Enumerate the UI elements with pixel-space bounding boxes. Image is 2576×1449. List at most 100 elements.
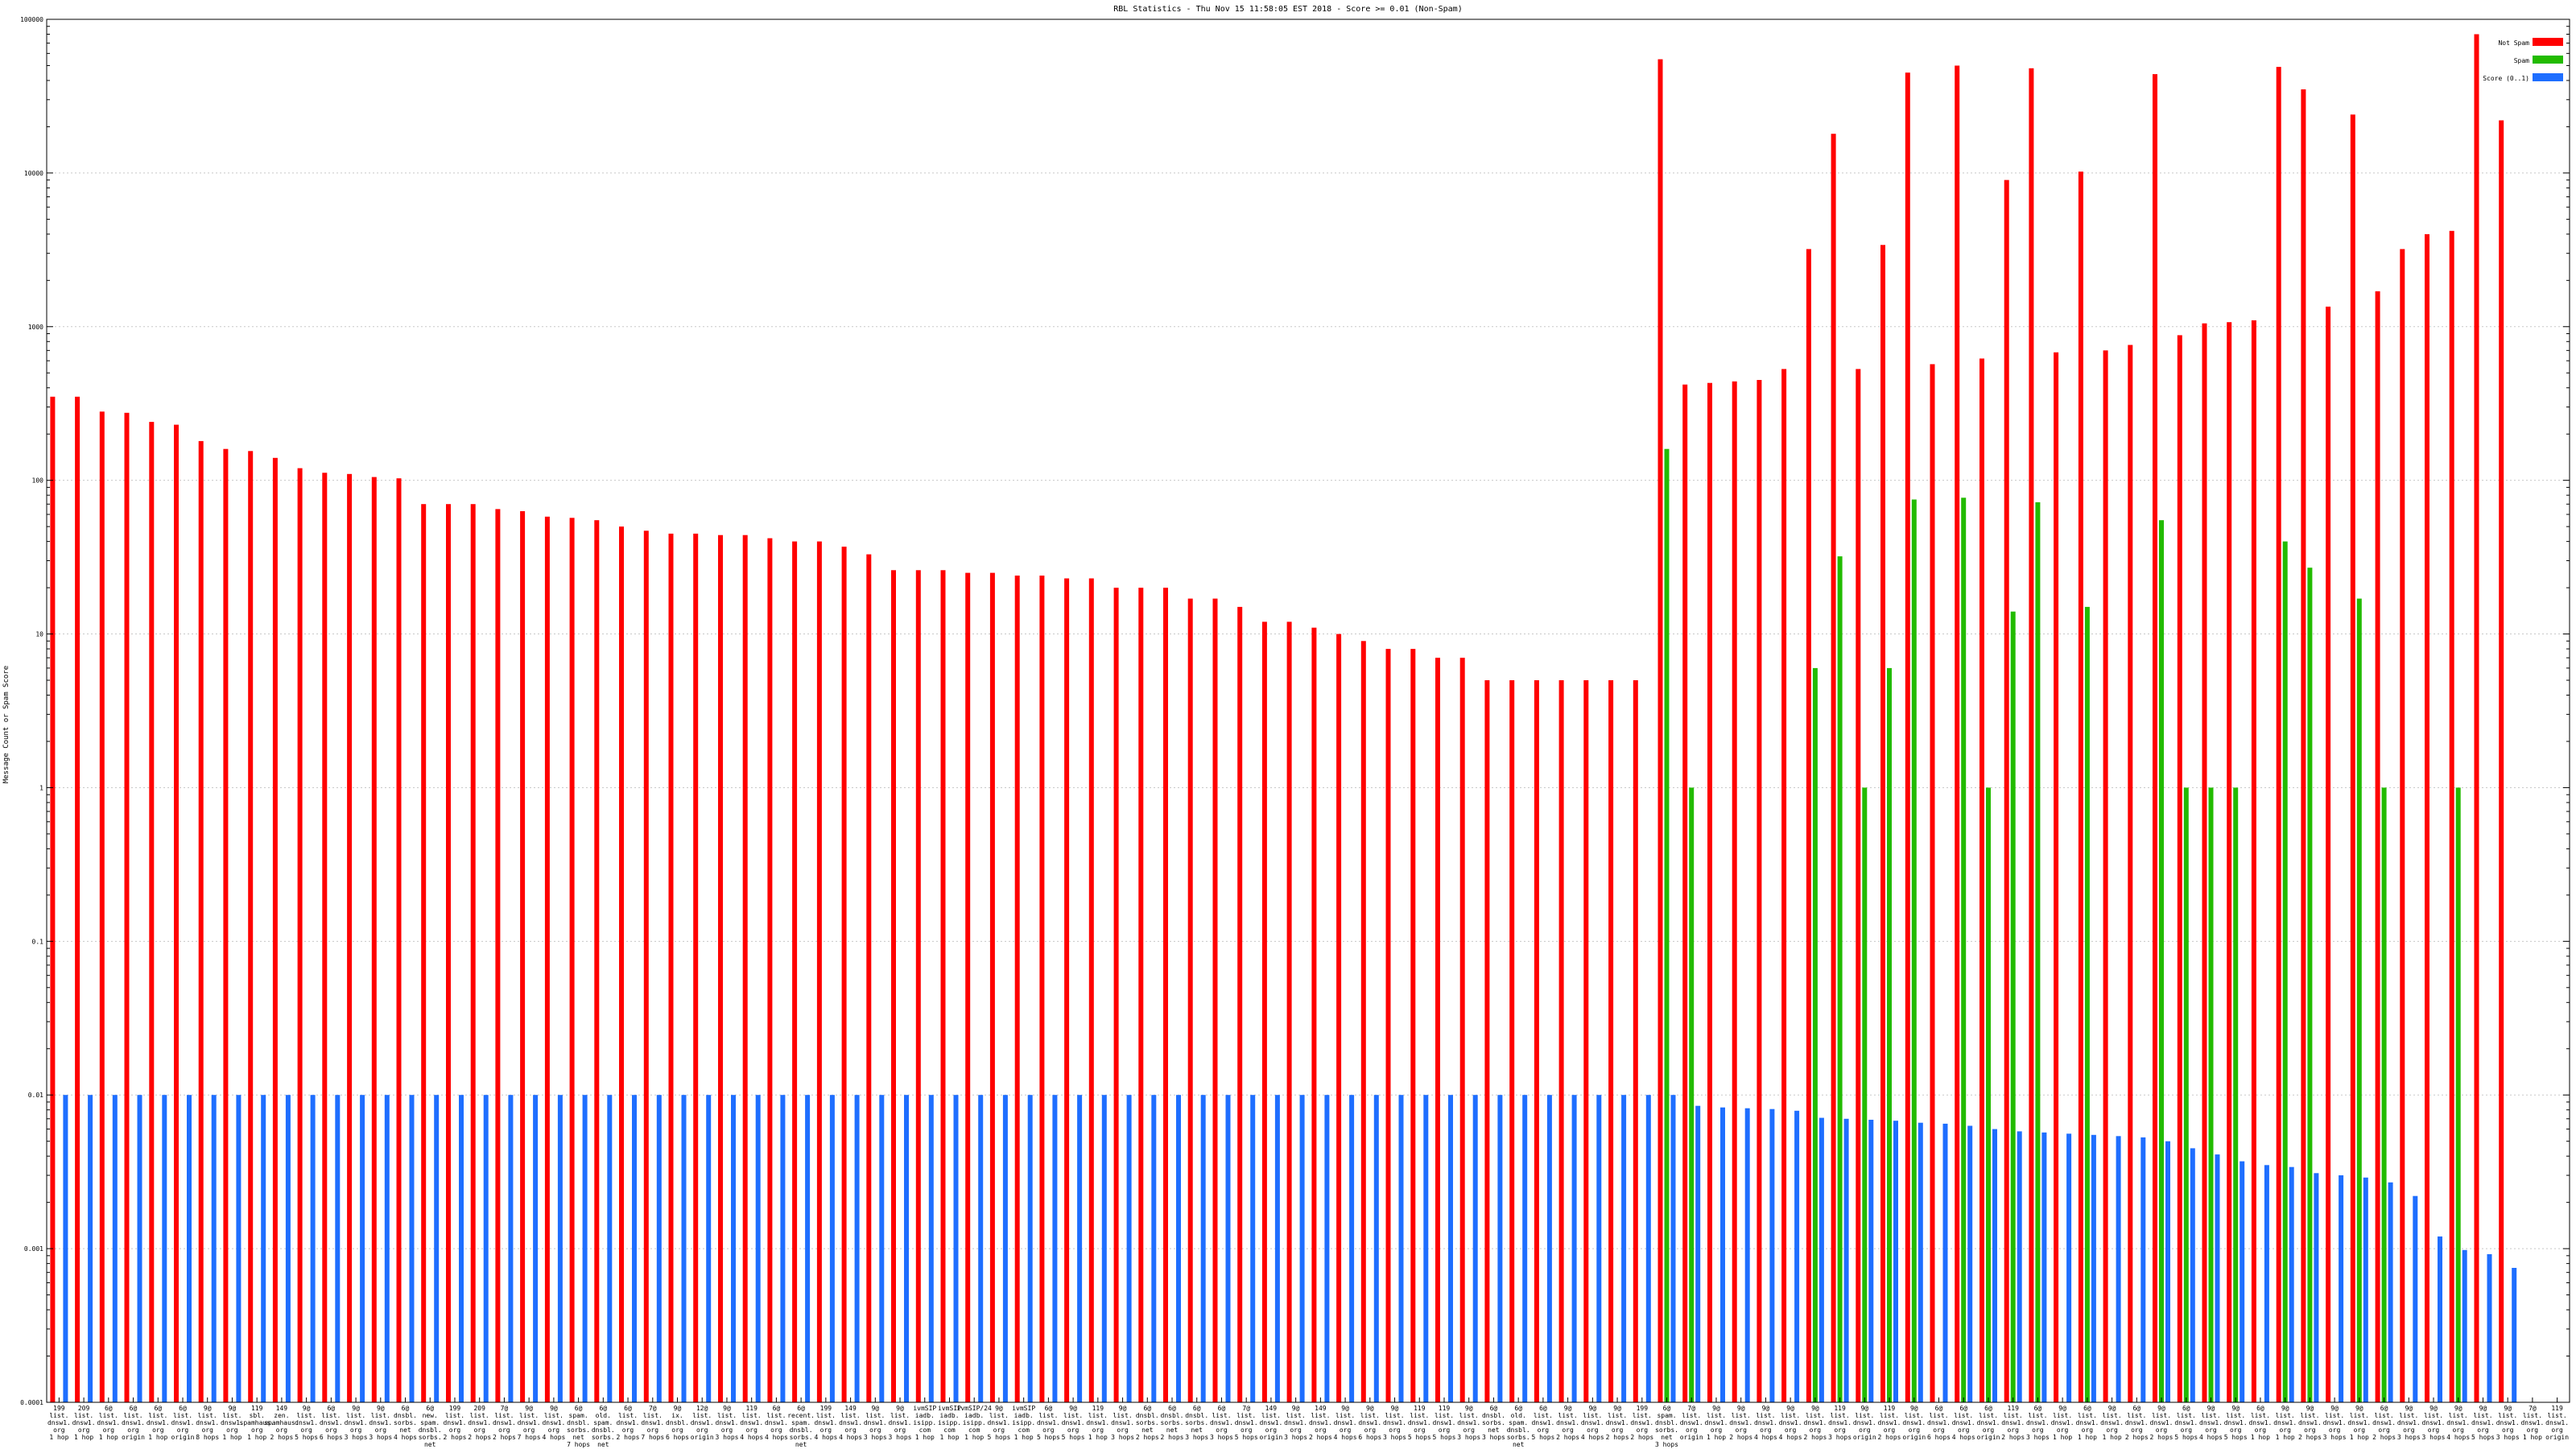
- x-tick-label: 9@ list. dnsw1. org 6 hops: [1358, 1405, 1381, 1441]
- spam-bar: [1689, 787, 1695, 1402]
- score-bar: [187, 1095, 192, 1402]
- x-tick-label: 7@ list. dnsw1. org origin: [1680, 1405, 1703, 1441]
- not-spam-bar: [2400, 249, 2405, 1402]
- score-bar: [88, 1095, 93, 1402]
- x-tick-label: 6@ list. dnsw1. org 4 hops: [1952, 1405, 1975, 1441]
- x-tick-label: 6@ dnsbl. sorbs. net 2 hops: [1136, 1405, 1159, 1441]
- spam-bar: [2208, 787, 2214, 1402]
- score-bar: [2165, 1141, 2170, 1402]
- spam-bar: [1812, 667, 1818, 1402]
- score-bar: [162, 1095, 167, 1402]
- x-tick-label: 9@ list. dnsw1. org 5 hops: [295, 1405, 318, 1441]
- legend-swatch: [2533, 38, 2563, 46]
- not-spam-bar: [1187, 598, 1193, 1402]
- score-bar: [409, 1095, 415, 1402]
- x-tick-label: 9@ list. dnsw1. org 3 hops: [2323, 1405, 2347, 1441]
- x-tick-label: 9@ list. dnsw1. org 5 hops: [2471, 1405, 2495, 1441]
- not-spam-bar: [1237, 606, 1243, 1402]
- x-tick-label: 119 sbl. spamhaus. org 1 hop: [240, 1405, 275, 1441]
- not-spam-bar: [1757, 380, 1762, 1402]
- legend-label: Score (0..1): [2483, 75, 2529, 82]
- score-bar: [2462, 1249, 2467, 1402]
- not-spam-bar: [989, 572, 995, 1402]
- score-bar: [335, 1095, 341, 1402]
- not-spam-bar: [198, 440, 204, 1402]
- x-tick-label: 6@ spam. dnsbl. sorbs. net 3 hops: [1655, 1405, 1678, 1448]
- score-bar: [706, 1095, 712, 1402]
- score-bar: [2487, 1254, 2492, 1402]
- score-bar: [854, 1095, 860, 1402]
- x-tick-label: 7@ list. dnsw1. org 2 hops: [493, 1405, 516, 1441]
- score-bar: [1918, 1122, 1923, 1402]
- y-tick-label: 100: [32, 477, 44, 485]
- x-tick-label: 9@ list. dnsw1. org 2 hops: [1606, 1405, 1629, 1441]
- not-spam-bar: [792, 541, 798, 1402]
- x-tick-label: 6@ list. dnsw1. org 2 hops: [2372, 1405, 2396, 1441]
- x-tick-label: 9@ list. dnsw1. org 5 hops: [1062, 1405, 1085, 1441]
- not-spam-bar: [1732, 381, 1737, 1402]
- x-tick-label: 9@ list. dnsw1. org 2 hops: [2150, 1405, 2174, 1441]
- not-spam-bar: [1979, 358, 1984, 1402]
- x-tick-label: 6@ list. dnsw1. org 5 hops: [1531, 1405, 1554, 1441]
- spam-bar: [2233, 787, 2239, 1402]
- score-bar: [731, 1095, 736, 1402]
- not-spam-bar: [866, 554, 872, 1402]
- x-tick-label: 9@ list. dnsw1. org 3 hops: [1383, 1405, 1406, 1441]
- x-tick-label: 9@ list. dnsw1. org 5 hops: [987, 1405, 1010, 1441]
- score-bar: [1670, 1095, 1676, 1402]
- x-tick-label: 7@ list. dnsw1. org 7 hops: [641, 1405, 664, 1441]
- score-bar: [533, 1095, 539, 1402]
- x-tick-label: 9@ list. dnsw1. org 3 hops: [2397, 1405, 2421, 1441]
- x-tick-label: 9@ list. dnsw1. org origin: [1902, 1405, 1926, 1441]
- y-tick-label: 10: [35, 631, 43, 638]
- score-bar: [1423, 1095, 1429, 1402]
- x-tick-label: 9@ list. dnsw1. org 3 hops: [1284, 1405, 1307, 1441]
- y-tick-label: 10000: [24, 170, 43, 177]
- score-bar: [508, 1095, 514, 1402]
- x-tick-label: 9@ list. dnsw1. org 7 hops: [518, 1405, 541, 1441]
- x-tick-label: 9@ list. dnsw1. org 3 hops: [2496, 1405, 2520, 1441]
- not-spam-bar: [1261, 621, 1267, 1402]
- score-bar: [928, 1095, 934, 1402]
- not-spam-bar: [1880, 245, 1885, 1402]
- score-bar: [1324, 1095, 1330, 1402]
- not-spam-bar: [1707, 382, 1712, 1403]
- x-tick-label: 9@ list. dnsw1. org 3 hops: [864, 1405, 887, 1441]
- score-bar: [1992, 1129, 1997, 1402]
- score-bar: [2339, 1175, 2344, 1402]
- not-spam-bar: [2103, 350, 2108, 1402]
- not-spam-bar: [520, 511, 526, 1402]
- not-spam-bar: [1410, 649, 1416, 1402]
- not-spam-bar: [1360, 641, 1366, 1402]
- not-spam-bar: [2128, 345, 2133, 1402]
- not-spam-bar: [1459, 658, 1465, 1402]
- x-tick-label: 149 zen. spamhaus. org 2 hops: [264, 1405, 299, 1441]
- spam-bar: [2381, 787, 2387, 1402]
- x-tick-label: 6@ list. dnsw1. org 1 hop: [2248, 1405, 2272, 1441]
- score-bar: [1176, 1095, 1181, 1402]
- not-spam-bar: [816, 541, 822, 1402]
- not-spam-bar: [347, 473, 353, 1402]
- not-spam-bar: [2425, 233, 2429, 1402]
- spam-bar: [2183, 787, 2189, 1402]
- not-spam-bar: [1014, 576, 1020, 1402]
- score-bar: [2091, 1134, 2096, 1402]
- score-bar: [2264, 1165, 2269, 1402]
- spam-bar: [2307, 568, 2313, 1403]
- not-spam-bar: [1534, 680, 1539, 1402]
- spam-bar: [2084, 606, 2090, 1402]
- grid-layer: [47, 172, 2570, 1249]
- not-spam-bar: [1311, 627, 1317, 1402]
- x-tick-label: 119 list. dnsw1. org 1 hop: [1086, 1405, 1109, 1441]
- score-bar: [1200, 1095, 1206, 1402]
- score-bar: [1868, 1120, 1874, 1402]
- not-spam-bar: [2474, 34, 2479, 1402]
- x-tick-label: 149 list. dnsw1. org 2 hops: [1309, 1405, 1332, 1441]
- not-spam-bar: [1088, 578, 1094, 1402]
- not-spam-bar: [1856, 369, 1861, 1402]
- not-spam-bar: [1509, 680, 1515, 1402]
- score-bar: [1250, 1095, 1256, 1402]
- x-tick-label: 209 list. dnsw1. org 2 hops: [468, 1405, 491, 1441]
- x-tick-label: 9@ list. dnsw1. org 1 hop: [2100, 1405, 2124, 1441]
- spam-bar: [2282, 541, 2288, 1402]
